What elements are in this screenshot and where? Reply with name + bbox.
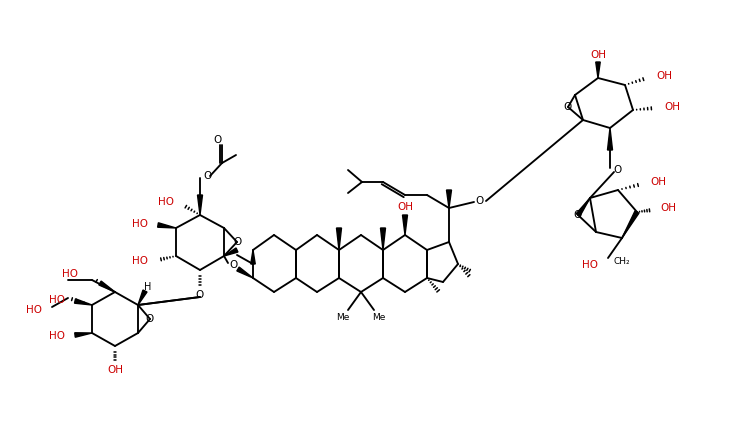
Polygon shape (198, 195, 202, 215)
Text: O: O (233, 237, 241, 247)
Text: OH: OH (650, 177, 666, 187)
Polygon shape (608, 128, 613, 150)
Text: O: O (229, 260, 237, 270)
Text: O: O (476, 196, 484, 206)
Polygon shape (224, 248, 238, 256)
Text: CH₂: CH₂ (614, 257, 631, 266)
Text: Me: Me (372, 313, 385, 322)
Text: HO: HO (582, 260, 598, 270)
Text: HO: HO (26, 305, 42, 315)
Polygon shape (402, 215, 408, 235)
Polygon shape (237, 267, 253, 278)
Polygon shape (447, 190, 451, 208)
Text: OH: OH (656, 71, 672, 81)
Text: O: O (574, 210, 582, 220)
Text: O: O (146, 314, 154, 324)
Text: O: O (213, 135, 221, 145)
Polygon shape (75, 333, 92, 337)
Polygon shape (250, 250, 255, 264)
Text: Me: Me (336, 313, 350, 322)
Text: HO: HO (49, 331, 65, 341)
Text: HO: HO (132, 219, 148, 229)
Text: OH: OH (664, 102, 680, 112)
Text: O: O (613, 165, 621, 175)
Polygon shape (622, 211, 639, 238)
Text: OH: OH (397, 202, 413, 212)
Text: HO: HO (62, 269, 78, 279)
Text: HO: HO (49, 295, 65, 305)
Polygon shape (336, 228, 342, 250)
Text: OH: OH (107, 365, 123, 375)
Polygon shape (99, 281, 115, 292)
Text: O: O (196, 290, 204, 300)
Text: OH: OH (590, 50, 606, 60)
Polygon shape (75, 299, 92, 305)
Text: O: O (203, 171, 211, 181)
Polygon shape (158, 223, 176, 228)
Text: HO: HO (132, 256, 148, 266)
Polygon shape (596, 62, 600, 78)
Polygon shape (380, 228, 385, 250)
Text: O: O (564, 102, 572, 112)
Text: HO: HO (158, 197, 174, 207)
Text: OH: OH (660, 203, 676, 213)
Polygon shape (138, 290, 147, 305)
Text: H: H (144, 282, 152, 292)
Polygon shape (576, 198, 590, 216)
